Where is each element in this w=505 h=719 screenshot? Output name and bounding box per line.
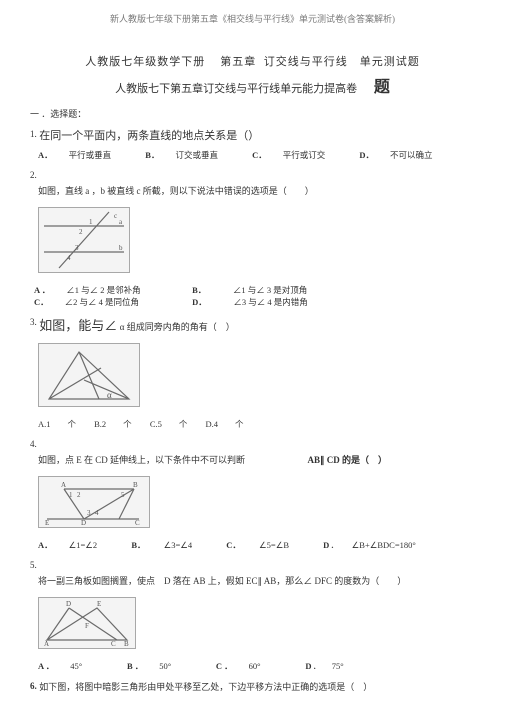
q2-stem: 如图，直线 a ，b 被直线 c 所截，则以下说法中错误的选项是（ ） xyxy=(38,186,314,196)
q1-opt-c: C．平行或订交 xyxy=(252,149,341,161)
q4-opt-b: B． ∠3=∠4 xyxy=(131,539,208,551)
q6-stem: 如下图，将图中暗影三角形由甲处平移至乙处，下边平移方法中正确的选项是（ ） xyxy=(39,682,372,692)
q3-stem: 如图，能与∠ xyxy=(39,318,117,333)
q4-num: 4. xyxy=(30,439,37,449)
title2-text: 人教版七下第五章订交线与平行线单元能力提高卷 xyxy=(115,83,357,95)
q3-opt-d: D.4 个 xyxy=(205,418,243,430)
svg-text:A: A xyxy=(44,640,49,648)
svg-text:3: 3 xyxy=(75,244,79,252)
q5-opt-b: B ．50° xyxy=(127,660,187,672)
q2-num: 2. xyxy=(30,170,37,180)
svg-text:1: 1 xyxy=(89,218,93,226)
q5-num: 5. xyxy=(30,560,37,570)
q1-num: 1. xyxy=(30,129,37,139)
q1-stem: 在同一个平面内，两条直线的地点关系是（） xyxy=(39,130,259,142)
section-heading: 一 ．选择题： xyxy=(30,107,475,120)
q3-stem2: α 组成同旁内角的角有（ ） xyxy=(120,322,235,332)
q5-figure: A B D E F C xyxy=(38,597,136,649)
svg-text:B: B xyxy=(124,640,129,648)
svg-text:D: D xyxy=(81,519,86,527)
q4-figure: A B E D C 1 2 3 4 5 xyxy=(38,476,150,528)
title2-big: 题 xyxy=(374,79,390,96)
question-6: 6. 如下图，将图中暗影三角形由甲处平移至乙处，下边平移方法中正确的选项是（ ） xyxy=(30,680,475,695)
q3-opt-c: C.5 个 xyxy=(150,418,188,430)
q3-num: 3. xyxy=(30,317,37,327)
q3-opt-a: A.1 个 xyxy=(38,418,76,430)
svg-text:4: 4 xyxy=(95,509,99,517)
svg-text:c: c xyxy=(114,212,117,220)
q2-figure: c a b 1 2 3 4 xyxy=(38,207,130,273)
svg-text:3: 3 xyxy=(87,509,91,517)
q5-options: A ．45° B ．50° C ．60° D .75° xyxy=(38,660,475,672)
q3-opt-b: B.2 个 xyxy=(94,418,132,430)
q6-num: 6. xyxy=(30,681,37,691)
q2-opt-d: D． ∠3 与∠ 4 是内错角 xyxy=(192,296,324,308)
q1-opt-b: B．订交或垂直 xyxy=(145,149,234,161)
q4-stem: 如图，点 E 在 CD 延伸线上，以下条件中不可以判断 xyxy=(38,455,245,465)
title-line-1: 人教版七年级数学下册 第五章 订交线与平行线 单元测试题 xyxy=(30,53,475,69)
svg-text:2: 2 xyxy=(77,491,81,499)
svg-text:5: 5 xyxy=(121,491,125,499)
q4-options: A．∠1=∠2 B． ∠3=∠4 C． ∠5=∠B D . ∠B+∠BDC=18… xyxy=(38,539,475,551)
svg-text:B: B xyxy=(133,481,138,489)
q4-stem-right: AB∥ CD 的是（ ） xyxy=(308,455,388,465)
q3-figure: α xyxy=(38,343,140,407)
question-4: 4. 如图，点 E 在 CD 延伸线上，以下条件中不可以判断 AB∥ CD 的是… xyxy=(30,438,475,468)
svg-text:C: C xyxy=(135,519,140,527)
svg-text:A: A xyxy=(61,481,66,489)
q5-stem: 将一副三角板如图搁置，使点 D 落在 AB 上，假如 EC∥ AB，那么∠ DF… xyxy=(38,576,406,586)
question-5: 5. 将一副三角板如图搁置，使点 D 落在 AB 上，假如 EC∥ AB，那么∠… xyxy=(30,559,475,589)
q4-opt-c: C． ∠5=∠B xyxy=(226,539,305,551)
svg-text:4: 4 xyxy=(67,254,71,262)
title1-pre: 人教版七年级数学下册 xyxy=(85,56,205,68)
page-header: 新人教版七年级下册第五章《相交线与平行线》单元测试卷(含答案解析) xyxy=(30,12,475,25)
q5-opt-a: A ．45° xyxy=(38,660,98,672)
q2-options: A ．∠1 与∠ 2 是邻补角 B． ∠1 与∠ 3 是对顶角 C．∠2 与∠ … xyxy=(34,284,475,308)
q1-opt-a: A．平行或垂直 xyxy=(38,149,127,161)
svg-text:C: C xyxy=(111,640,116,648)
q5-opt-c: C ．60° xyxy=(216,660,277,672)
q1-opt-d: D．不可以确立 xyxy=(359,149,448,161)
q2-opt-b: B． ∠1 与∠ 3 是对顶角 xyxy=(192,284,323,296)
svg-text:α: α xyxy=(107,390,112,400)
question-2: 2. 如图，直线 a ，b 被直线 c 所截，则以下说法中错误的选项是（ ） xyxy=(30,169,475,199)
svg-text:a: a xyxy=(119,218,123,226)
q4-opt-a: A．∠1=∠2 xyxy=(38,539,113,551)
svg-text:E: E xyxy=(45,519,49,527)
title1-mid: 第五章 xyxy=(220,56,256,68)
title-line-2: 人教版七下第五章订交线与平行线单元能力提高卷 题 xyxy=(30,73,475,97)
title1-post: 订交线与平行线 单元测试题 xyxy=(264,56,420,68)
svg-text:b: b xyxy=(119,244,123,252)
q3-options: A.1 个 B.2 个 C.5 个 D.4 个 xyxy=(38,418,475,430)
svg-text:D: D xyxy=(66,600,71,608)
svg-text:1: 1 xyxy=(69,491,73,499)
q2-opt-c: C．∠2 与∠ 4 是同位角 xyxy=(34,296,174,308)
svg-text:F: F xyxy=(85,622,89,630)
q2-opt-a: A ．∠1 与∠ 2 是邻补角 xyxy=(34,284,174,296)
svg-text:E: E xyxy=(97,600,101,608)
question-1: 1. 在同一个平面内，两条直线的地点关系是（） xyxy=(30,128,475,145)
svg-text:2: 2 xyxy=(79,228,83,236)
q5-opt-d: D .75° xyxy=(305,661,359,671)
question-3: 3. 如图，能与∠ α 组成同旁内角的角有（ ） xyxy=(30,316,475,336)
q4-opt-d: D . ∠B+∠BDC=180° xyxy=(323,540,432,551)
q1-options: A．平行或垂直 B．订交或垂直 C．平行或订交 D．不可以确立 xyxy=(38,149,475,161)
